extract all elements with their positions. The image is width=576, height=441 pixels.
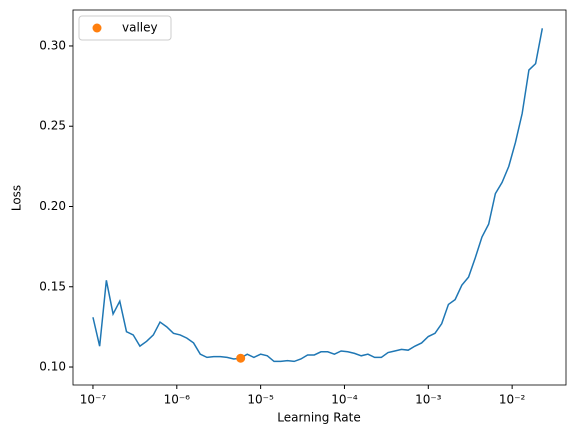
- y-tick-label: 0.10: [39, 360, 66, 374]
- x-tick-label: 10⁻³: [415, 393, 442, 407]
- legend-marker: [92, 23, 102, 33]
- x-tick-label: 10⁻⁵: [247, 393, 274, 407]
- x-tick-label: 10⁻²: [499, 393, 526, 407]
- x-axis-label: Learning Rate: [277, 411, 360, 425]
- legend-box: [78, 15, 172, 41]
- x-tick-label: 10⁻⁴: [331, 393, 358, 407]
- plot-frame: [72, 9, 567, 386]
- y-tick-label: 0.25: [39, 119, 66, 133]
- y-axis-label: Loss: [10, 185, 24, 211]
- y-tick-label: 0.15: [39, 279, 66, 293]
- y-tick-label: 0.30: [39, 38, 66, 52]
- y-tick-label: 0.20: [39, 199, 66, 213]
- loss-line: [92, 28, 544, 363]
- legend-label: valley: [122, 21, 158, 35]
- x-tick-label: 10⁻⁶: [164, 393, 191, 407]
- valley-point: [236, 353, 246, 363]
- x-tick-label: 10⁻⁷: [80, 393, 107, 407]
